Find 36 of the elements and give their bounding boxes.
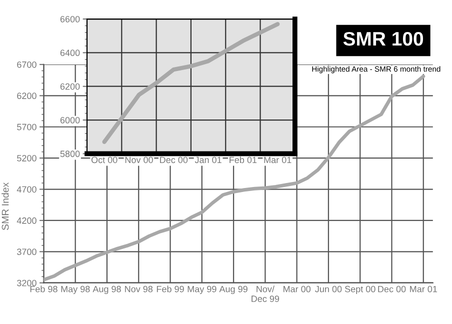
y-tick-label: 4200 xyxy=(16,217,36,224)
line-series xyxy=(44,74,426,282)
x-tick-label: Dec 00 xyxy=(160,156,188,164)
x-tick-label: Jun 00 xyxy=(315,286,342,292)
x-tick-label: Nov 00 xyxy=(125,156,153,164)
x-tick-label: Aug 99 xyxy=(219,286,248,294)
y-tick-label: 6000 xyxy=(60,117,80,124)
x-tick-label: May 98 xyxy=(61,286,90,294)
y-tick-label: 6400 xyxy=(60,50,80,56)
x-tick-label: May 99 xyxy=(188,286,216,294)
y-tick-label: 5200 xyxy=(17,155,36,162)
x-tick-label: Aug 98 xyxy=(92,286,121,294)
y-tick-label: 6200 xyxy=(60,83,80,90)
x-tick-label: Mar 01 xyxy=(410,286,437,292)
x-tick-label: Feb 99 xyxy=(156,286,184,292)
y-tick-label: 5800 xyxy=(60,150,80,158)
x-tick-label: Jan 01 xyxy=(194,156,222,164)
y-tick-label: 6700 xyxy=(17,61,36,68)
x-tick-label: Oct 00 xyxy=(91,156,118,164)
x-tick-label: Mar 00 xyxy=(284,286,311,292)
x-tick-label: Dec 00 xyxy=(378,286,406,292)
x-tick-label: Feb 98 xyxy=(30,286,58,292)
x-tick-label: Sept 00 xyxy=(344,286,376,294)
x-tick-label: Nov/ Dec 99 xyxy=(252,286,280,302)
y-tick-label: 3200 xyxy=(17,280,36,286)
y-tick-label: 6200 xyxy=(17,92,36,100)
y-axis-title: SMR Index xyxy=(2,182,9,230)
y-tick-label: 4700 xyxy=(16,186,36,193)
chart-title: SMR 100 xyxy=(343,32,424,46)
y-tick-label: 6600 xyxy=(60,16,80,22)
y-tick-label: 3700 xyxy=(17,248,36,256)
x-tick-label: Nov 98 xyxy=(125,286,153,292)
y-tick-label: 5700 xyxy=(17,124,36,130)
x-tick-label: Mar 01 xyxy=(264,156,292,164)
line-series xyxy=(102,22,280,144)
x-tick-label: Feb 01 xyxy=(230,156,257,164)
